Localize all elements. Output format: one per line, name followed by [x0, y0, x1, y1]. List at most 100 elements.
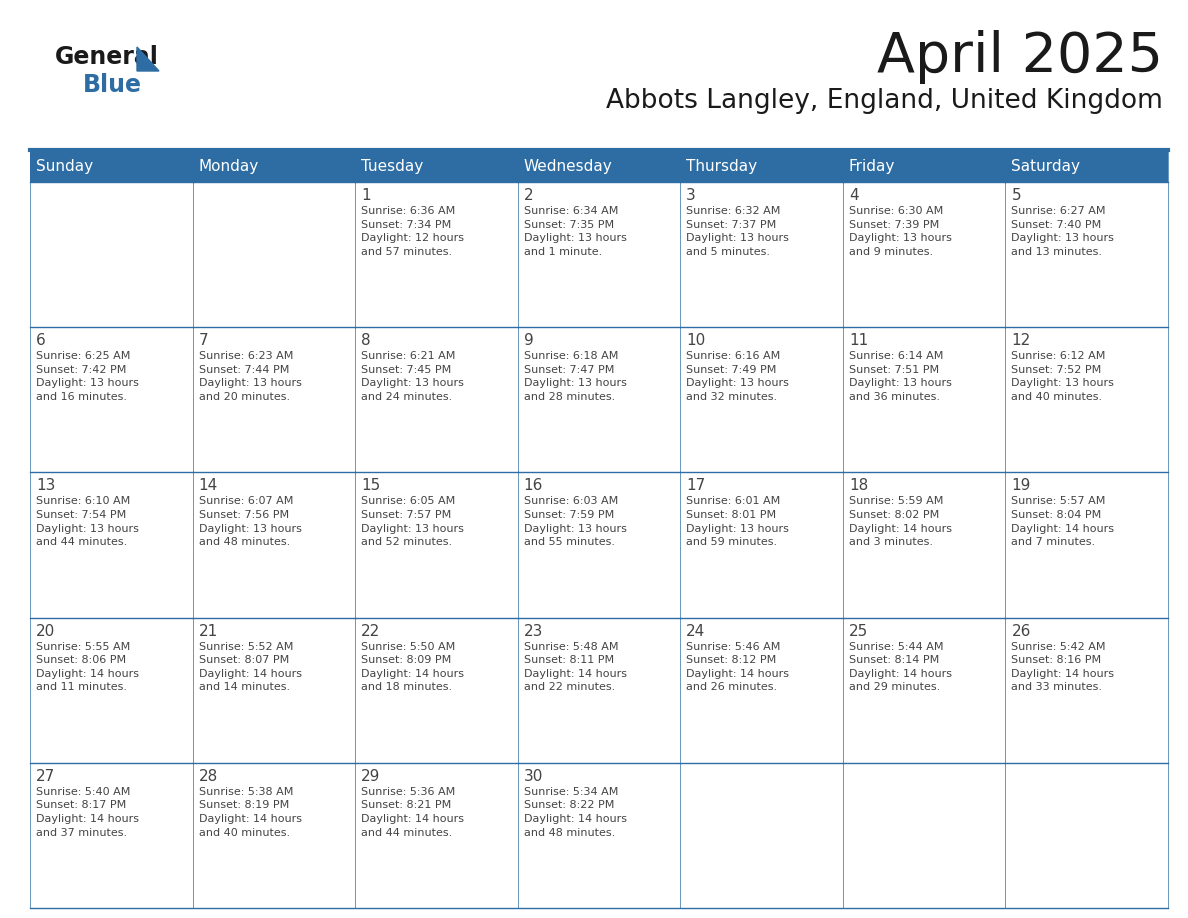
Bar — [192, 473, 355, 618]
Text: Sunrise: 6:27 AM
Sunset: 7:40 PM
Daylight: 13 hours
and 13 minutes.: Sunrise: 6:27 AM Sunset: 7:40 PM Dayligh… — [1011, 206, 1114, 257]
Bar — [518, 763, 681, 908]
Text: Sunrise: 6:01 AM
Sunset: 8:01 PM
Daylight: 13 hours
and 59 minutes.: Sunrise: 6:01 AM Sunset: 8:01 PM Dayligh… — [687, 497, 789, 547]
Bar — [192, 327, 355, 473]
Text: Sunrise: 6:12 AM
Sunset: 7:52 PM
Daylight: 13 hours
and 40 minutes.: Sunrise: 6:12 AM Sunset: 7:52 PM Dayligh… — [1011, 352, 1114, 402]
Bar — [681, 763, 842, 908]
Bar — [1005, 327, 1168, 473]
Text: 13: 13 — [36, 478, 56, 493]
Bar — [1005, 763, 1168, 908]
Text: Thursday: Thursday — [687, 159, 758, 174]
Text: Sunrise: 6:23 AM
Sunset: 7:44 PM
Daylight: 13 hours
and 20 minutes.: Sunrise: 6:23 AM Sunset: 7:44 PM Dayligh… — [198, 352, 302, 402]
Text: Sunrise: 5:52 AM
Sunset: 8:07 PM
Daylight: 14 hours
and 14 minutes.: Sunrise: 5:52 AM Sunset: 8:07 PM Dayligh… — [198, 642, 302, 692]
Bar — [192, 182, 355, 327]
Text: 12: 12 — [1011, 333, 1031, 348]
Bar — [1005, 618, 1168, 763]
Text: Sunrise: 6:18 AM
Sunset: 7:47 PM
Daylight: 13 hours
and 28 minutes.: Sunrise: 6:18 AM Sunset: 7:47 PM Dayligh… — [524, 352, 626, 402]
Text: Sunrise: 6:30 AM
Sunset: 7:39 PM
Daylight: 13 hours
and 9 minutes.: Sunrise: 6:30 AM Sunset: 7:39 PM Dayligh… — [849, 206, 952, 257]
Text: 8: 8 — [361, 333, 371, 348]
Text: 3: 3 — [687, 188, 696, 203]
Text: Sunrise: 6:32 AM
Sunset: 7:37 PM
Daylight: 13 hours
and 5 minutes.: Sunrise: 6:32 AM Sunset: 7:37 PM Dayligh… — [687, 206, 789, 257]
Text: Sunrise: 5:40 AM
Sunset: 8:17 PM
Daylight: 14 hours
and 37 minutes.: Sunrise: 5:40 AM Sunset: 8:17 PM Dayligh… — [36, 787, 139, 837]
Bar — [842, 150, 1005, 182]
Bar — [192, 763, 355, 908]
Text: Sunrise: 6:10 AM
Sunset: 7:54 PM
Daylight: 13 hours
and 44 minutes.: Sunrise: 6:10 AM Sunset: 7:54 PM Dayligh… — [36, 497, 139, 547]
Text: 11: 11 — [849, 333, 868, 348]
Text: Sunrise: 5:46 AM
Sunset: 8:12 PM
Daylight: 14 hours
and 26 minutes.: Sunrise: 5:46 AM Sunset: 8:12 PM Dayligh… — [687, 642, 789, 692]
Text: Sunday: Sunday — [36, 159, 93, 174]
Text: Monday: Monday — [198, 159, 259, 174]
Bar — [192, 150, 355, 182]
Text: 25: 25 — [849, 623, 868, 639]
Text: 18: 18 — [849, 478, 868, 493]
Bar — [30, 763, 192, 908]
Text: 20: 20 — [36, 623, 56, 639]
Bar — [518, 327, 681, 473]
Text: 14: 14 — [198, 478, 217, 493]
Text: Sunrise: 6:03 AM
Sunset: 7:59 PM
Daylight: 13 hours
and 55 minutes.: Sunrise: 6:03 AM Sunset: 7:59 PM Dayligh… — [524, 497, 626, 547]
Text: 28: 28 — [198, 768, 217, 784]
Text: 24: 24 — [687, 623, 706, 639]
Text: 22: 22 — [361, 623, 380, 639]
Text: Abbots Langley, England, United Kingdom: Abbots Langley, England, United Kingdom — [606, 88, 1163, 114]
Bar — [681, 618, 842, 763]
Text: 21: 21 — [198, 623, 217, 639]
Text: Blue: Blue — [83, 73, 143, 97]
Bar — [518, 150, 681, 182]
Polygon shape — [137, 47, 159, 71]
Bar — [192, 618, 355, 763]
Bar — [30, 473, 192, 618]
Text: 17: 17 — [687, 478, 706, 493]
Bar — [518, 618, 681, 763]
Text: Sunrise: 5:55 AM
Sunset: 8:06 PM
Daylight: 14 hours
and 11 minutes.: Sunrise: 5:55 AM Sunset: 8:06 PM Dayligh… — [36, 642, 139, 692]
Text: Sunrise: 6:36 AM
Sunset: 7:34 PM
Daylight: 12 hours
and 57 minutes.: Sunrise: 6:36 AM Sunset: 7:34 PM Dayligh… — [361, 206, 465, 257]
Text: Sunrise: 5:34 AM
Sunset: 8:22 PM
Daylight: 14 hours
and 48 minutes.: Sunrise: 5:34 AM Sunset: 8:22 PM Dayligh… — [524, 787, 627, 837]
Text: 7: 7 — [198, 333, 208, 348]
Text: Sunrise: 6:34 AM
Sunset: 7:35 PM
Daylight: 13 hours
and 1 minute.: Sunrise: 6:34 AM Sunset: 7:35 PM Dayligh… — [524, 206, 626, 257]
Bar — [1005, 473, 1168, 618]
Text: 27: 27 — [36, 768, 56, 784]
Bar — [30, 182, 192, 327]
Bar — [842, 763, 1005, 908]
Text: Sunrise: 5:42 AM
Sunset: 8:16 PM
Daylight: 14 hours
and 33 minutes.: Sunrise: 5:42 AM Sunset: 8:16 PM Dayligh… — [1011, 642, 1114, 692]
Text: Sunrise: 6:14 AM
Sunset: 7:51 PM
Daylight: 13 hours
and 36 minutes.: Sunrise: 6:14 AM Sunset: 7:51 PM Dayligh… — [849, 352, 952, 402]
Text: 15: 15 — [361, 478, 380, 493]
Text: Sunrise: 5:50 AM
Sunset: 8:09 PM
Daylight: 14 hours
and 18 minutes.: Sunrise: 5:50 AM Sunset: 8:09 PM Dayligh… — [361, 642, 465, 692]
Text: Sunrise: 6:05 AM
Sunset: 7:57 PM
Daylight: 13 hours
and 52 minutes.: Sunrise: 6:05 AM Sunset: 7:57 PM Dayligh… — [361, 497, 465, 547]
Bar — [355, 182, 518, 327]
Bar — [842, 473, 1005, 618]
Bar — [842, 327, 1005, 473]
Text: Sunrise: 6:25 AM
Sunset: 7:42 PM
Daylight: 13 hours
and 16 minutes.: Sunrise: 6:25 AM Sunset: 7:42 PM Dayligh… — [36, 352, 139, 402]
Bar — [681, 473, 842, 618]
Bar — [30, 150, 192, 182]
Bar — [1005, 182, 1168, 327]
Text: 1: 1 — [361, 188, 371, 203]
Bar — [518, 182, 681, 327]
Bar — [355, 327, 518, 473]
Text: 26: 26 — [1011, 623, 1031, 639]
Text: 30: 30 — [524, 768, 543, 784]
Text: 19: 19 — [1011, 478, 1031, 493]
Bar — [30, 327, 192, 473]
Text: Sunrise: 6:16 AM
Sunset: 7:49 PM
Daylight: 13 hours
and 32 minutes.: Sunrise: 6:16 AM Sunset: 7:49 PM Dayligh… — [687, 352, 789, 402]
Bar — [355, 150, 518, 182]
Bar — [30, 618, 192, 763]
Text: 9: 9 — [524, 333, 533, 348]
Text: 10: 10 — [687, 333, 706, 348]
Text: Sunrise: 6:07 AM
Sunset: 7:56 PM
Daylight: 13 hours
and 48 minutes.: Sunrise: 6:07 AM Sunset: 7:56 PM Dayligh… — [198, 497, 302, 547]
Bar — [681, 327, 842, 473]
Text: Sunrise: 5:44 AM
Sunset: 8:14 PM
Daylight: 14 hours
and 29 minutes.: Sunrise: 5:44 AM Sunset: 8:14 PM Dayligh… — [849, 642, 952, 692]
Text: 5: 5 — [1011, 188, 1020, 203]
Text: Wednesday: Wednesday — [524, 159, 613, 174]
Text: Friday: Friday — [849, 159, 896, 174]
Bar — [355, 473, 518, 618]
Text: Sunrise: 5:38 AM
Sunset: 8:19 PM
Daylight: 14 hours
and 40 minutes.: Sunrise: 5:38 AM Sunset: 8:19 PM Dayligh… — [198, 787, 302, 837]
Text: 4: 4 — [849, 188, 859, 203]
Text: 16: 16 — [524, 478, 543, 493]
Text: 29: 29 — [361, 768, 380, 784]
Bar — [842, 618, 1005, 763]
Bar — [842, 182, 1005, 327]
Bar — [1005, 150, 1168, 182]
Text: 23: 23 — [524, 623, 543, 639]
Text: 6: 6 — [36, 333, 46, 348]
Text: 2: 2 — [524, 188, 533, 203]
